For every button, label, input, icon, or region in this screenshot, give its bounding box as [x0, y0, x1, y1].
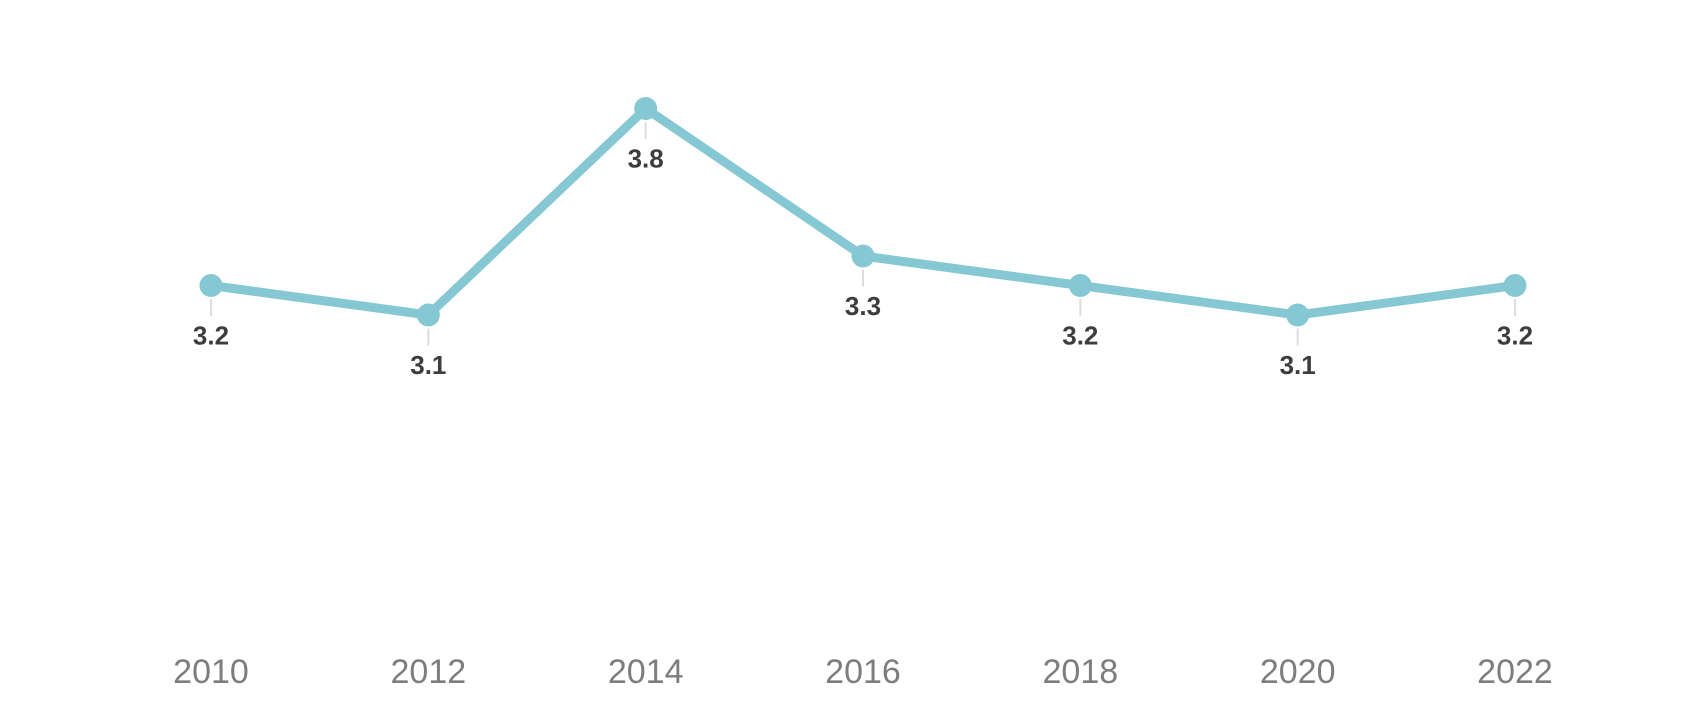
value-label: 3.1: [410, 350, 446, 380]
x-axis-label: 2012: [391, 653, 467, 691]
value-label: 3.2: [1497, 321, 1533, 351]
value-label: 3.1: [1280, 350, 1316, 380]
data-point-marker: [634, 97, 658, 120]
data-point-marker: [1503, 274, 1527, 297]
data-point-marker: [851, 244, 875, 268]
x-axis-label: 2022: [1477, 653, 1553, 691]
value-label: 3.2: [1062, 321, 1098, 351]
value-label: 3.2: [193, 321, 229, 351]
x-axis-label: 2016: [825, 653, 901, 691]
data-point-marker: [199, 274, 223, 297]
data-point-marker: [1068, 274, 1092, 297]
x-axis-label: 2010: [173, 653, 249, 691]
value-label: 3.3: [845, 291, 881, 321]
x-axis-label: 2014: [608, 653, 684, 691]
data-point-marker: [1286, 303, 1310, 327]
x-axis-label: 2020: [1260, 653, 1336, 691]
data-point-marker: [416, 303, 440, 327]
value-label: 3.8: [628, 144, 664, 174]
x-axis-label: 2018: [1043, 653, 1119, 691]
